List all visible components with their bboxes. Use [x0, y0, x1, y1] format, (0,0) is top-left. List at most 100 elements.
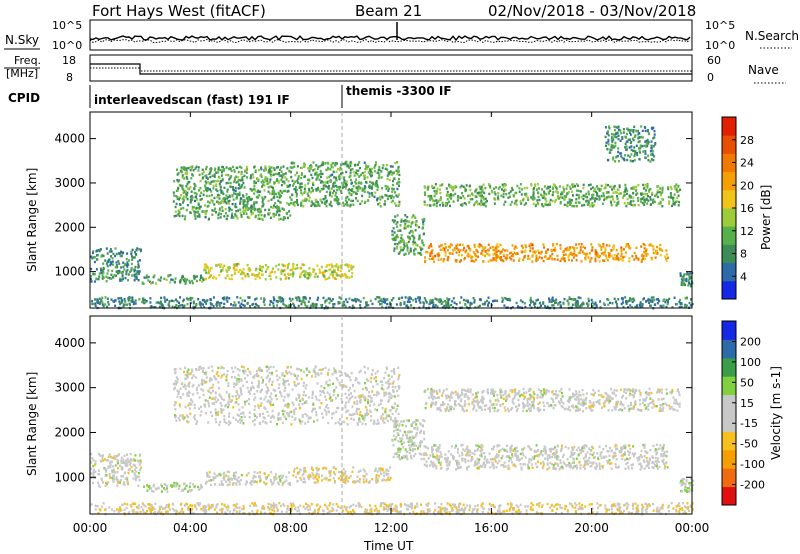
- power-echo-cell: [633, 299, 636, 302]
- power-echo-cell: [359, 303, 362, 307]
- power-echo-cell: [131, 298, 134, 302]
- velocity-echo-cell: [270, 392, 273, 395]
- velocity-echo-cell: [252, 477, 255, 480]
- power-echo-cell: [369, 173, 371, 176]
- power-echo-cell: [473, 260, 476, 263]
- power-echo-cell: [279, 168, 281, 171]
- velocity-echo-cell: [221, 482, 224, 486]
- power-echo-cell: [481, 253, 484, 256]
- power-echo-cell: [313, 168, 316, 171]
- power-echo-cell: [493, 299, 496, 302]
- power-echo-cell: [379, 303, 382, 306]
- power-echo-cell: [143, 276, 146, 279]
- power-echo-cell: [668, 297, 671, 301]
- velocity-echo-cell: [368, 481, 370, 484]
- power-echo-cell: [195, 192, 198, 196]
- power-echo-cell: [644, 129, 647, 133]
- power-echo-cell: [206, 299, 209, 303]
- power-echo-cell: [325, 185, 328, 188]
- velocity-echo-cell: [289, 481, 291, 485]
- power-echo-cell: [268, 167, 271, 171]
- power-echo-cell: [429, 242, 432, 246]
- power-echo-cell: [283, 180, 286, 184]
- power-echo-cell: [620, 254, 623, 258]
- power-echo-cell: [659, 200, 662, 204]
- velocity-echo-cell: [339, 383, 342, 387]
- power-echo-cell: [504, 200, 507, 203]
- power-echo-cell: [560, 191, 563, 194]
- power-echo-cell: [346, 165, 349, 168]
- power-echo-cell: [309, 166, 312, 169]
- power-echo-cell: [673, 201, 676, 205]
- power-echo-cell: [235, 205, 238, 209]
- power-echo-cell: [234, 205, 237, 208]
- velocity-echo-cell: [191, 376, 194, 380]
- power-echo-cell: [648, 298, 651, 302]
- power-echo-cell: [181, 187, 184, 190]
- power-echo-cell: [449, 193, 452, 196]
- power-echo-cell: [287, 305, 290, 308]
- velocity-echo-cell: [265, 477, 268, 481]
- power-echo-cell: [241, 272, 244, 275]
- velocity-echo-cell: [238, 480, 241, 483]
- power-echo-cell: [626, 300, 629, 303]
- power-echo-cell: [351, 168, 354, 171]
- velocity-echo-cell: [164, 488, 167, 491]
- power-echo-cell: [396, 195, 399, 198]
- velocity-echo-cell: [349, 475, 352, 478]
- power-echo-cell: [447, 298, 450, 302]
- power-echo-cell: [591, 202, 594, 205]
- power-echo-cell: [444, 299, 447, 303]
- power-echo-cell: [460, 296, 463, 299]
- power-echo-cell: [114, 304, 117, 307]
- power-echo-cell: [375, 182, 378, 185]
- power-echo-cell: [241, 176, 244, 179]
- power-echo-cell: [481, 203, 484, 206]
- power-echo-cell: [634, 150, 637, 153]
- power-echo-cell: [195, 165, 198, 168]
- velocity-echo-cell: [230, 477, 233, 481]
- power-echo-cell: [236, 194, 239, 197]
- power-echo-cell: [627, 154, 630, 157]
- power-echo-cell: [295, 200, 298, 203]
- power-echo-cell: [175, 194, 178, 198]
- power-echo-cell: [336, 188, 339, 192]
- power-echo-cell: [123, 297, 126, 301]
- power-echo-cell: [94, 298, 96, 301]
- velocity-echo-cell: [317, 467, 320, 471]
- power-echo-cell: [649, 203, 652, 206]
- power-echo-cell: [266, 182, 269, 186]
- velocity-echo-cell: [232, 473, 235, 477]
- power-echo-cell: [493, 258, 496, 261]
- power-echo-cell: [528, 257, 531, 260]
- power-echo-cell: [331, 298, 334, 301]
- power-echo-cell: [343, 204, 346, 207]
- power-echo-cell: [124, 300, 127, 303]
- velocity-echo-cell: [262, 380, 264, 383]
- power-echo-cell: [334, 277, 337, 281]
- power-echo-cell: [387, 306, 390, 309]
- power-echo-cell: [594, 252, 597, 256]
- power-echo-cell: [532, 190, 535, 194]
- power-echo-cell: [616, 155, 619, 158]
- power-echo-cell: [301, 185, 304, 189]
- power-echo-cell: [652, 296, 655, 299]
- velocity-echo-cell: [387, 478, 390, 481]
- velocity-echo-cell: [303, 470, 305, 473]
- power-echo-cell: [398, 193, 400, 196]
- power-echo-cell: [576, 299, 579, 303]
- power-echo-cell: [101, 301, 104, 304]
- power-echo-cell: [348, 264, 350, 267]
- power-echo-cell: [610, 138, 613, 141]
- power-echo-cell: [659, 243, 662, 247]
- power-echo-cell: [493, 248, 496, 252]
- power-echo-cell: [208, 276, 210, 279]
- power-echo-cell: [415, 300, 418, 303]
- power-echo-cell: [317, 296, 320, 299]
- power-echo-cell: [339, 266, 342, 269]
- power-echo-cell: [549, 254, 552, 258]
- power-echo-cell: [263, 169, 266, 172]
- power-echo-cell: [330, 263, 333, 266]
- power-echo-cell: [560, 305, 562, 309]
- power-echo-cell: [429, 197, 432, 200]
